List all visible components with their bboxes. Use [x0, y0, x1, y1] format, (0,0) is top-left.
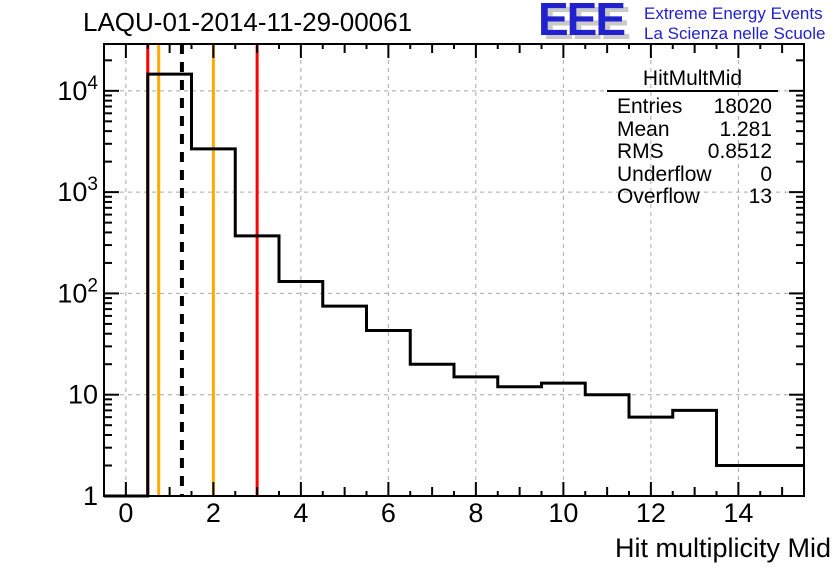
svg-text:1: 1 [83, 481, 98, 511]
stats-value: 0.8512 [707, 140, 772, 163]
svg-text:12: 12 [636, 498, 666, 528]
stats-label: Overflow [617, 185, 700, 208]
svg-text:6: 6 [381, 498, 396, 528]
svg-text:102: 102 [57, 275, 98, 308]
stats-value: 0 [760, 162, 772, 186]
stats-value: 13 [748, 185, 772, 208]
stats-label: Underflow [617, 162, 712, 186]
svg-text:0: 0 [118, 498, 133, 528]
eee-logo-line2: La Scienza nelle Scuole [644, 24, 826, 43]
svg-text:Hit multiplicity Mid: Hit multiplicity Mid [615, 533, 831, 563]
stats-box: HitMultMid Entries 18020 Mean 1.281 RMS … [607, 68, 778, 209]
stats-row-overflow: Overflow 13 [607, 185, 778, 209]
stats-label: RMS [617, 140, 664, 163]
svg-text:104: 104 [57, 73, 98, 106]
svg-text:10: 10 [68, 380, 98, 410]
plot-title: LAQU-01-2014-11-29-00061 [83, 7, 413, 37]
stats-box-rows: Entries 18020 Mean 1.281 RMS 0.8512 Unde… [607, 92, 778, 209]
stats-box-title: HitMultMid [607, 68, 778, 92]
stats-row-underflow: Underflow 0 [607, 162, 778, 187]
stats-label: Mean [617, 117, 670, 141]
stats-label: Entries [617, 95, 683, 118]
svg-text:2: 2 [206, 498, 221, 528]
stats-row-entries: Entries 18020 [607, 95, 778, 119]
stats-row-rms: RMS 0.8512 [607, 140, 778, 164]
svg-text:8: 8 [468, 498, 483, 528]
svg-text:10: 10 [548, 498, 578, 528]
eee-logo-subtitle: Extreme Energy Events La Scienza nelle S… [644, 4, 825, 44]
eee-logo-acronym: EEE [538, 0, 626, 45]
svg-text:4: 4 [293, 498, 308, 528]
eee-logo-line1: Extreme Energy Events [644, 4, 823, 23]
stats-value: 18020 [713, 95, 772, 118]
stats-value: 1.281 [719, 117, 772, 141]
stats-row-mean: Mean 1.281 [607, 117, 778, 142]
svg-text:103: 103 [57, 174, 98, 207]
svg-text:14: 14 [723, 498, 753, 528]
